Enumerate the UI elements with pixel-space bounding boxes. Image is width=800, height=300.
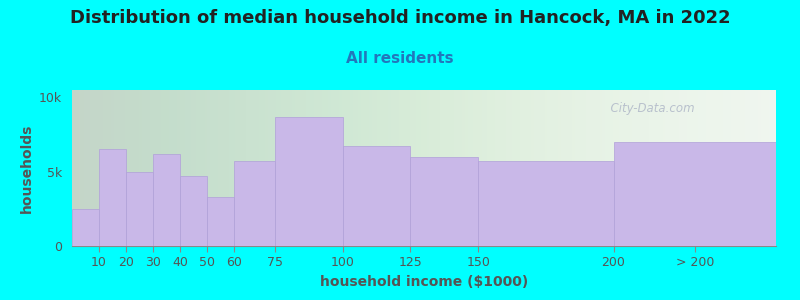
Bar: [478, 161, 614, 246]
Bar: [154, 154, 180, 246]
Y-axis label: households: households: [19, 123, 34, 213]
Bar: [410, 157, 478, 246]
Bar: [207, 197, 234, 246]
Text: Distribution of median household income in Hancock, MA in 2022: Distribution of median household income …: [70, 9, 730, 27]
Bar: [234, 161, 275, 246]
Bar: [614, 142, 776, 246]
Bar: [99, 149, 126, 246]
Text: City-Data.com: City-Data.com: [603, 102, 695, 115]
Text: All residents: All residents: [346, 51, 454, 66]
Bar: [126, 172, 154, 246]
Bar: [180, 176, 207, 246]
Bar: [275, 117, 342, 246]
Bar: [72, 209, 99, 246]
Bar: [342, 146, 410, 246]
X-axis label: household income ($1000): household income ($1000): [320, 275, 528, 289]
